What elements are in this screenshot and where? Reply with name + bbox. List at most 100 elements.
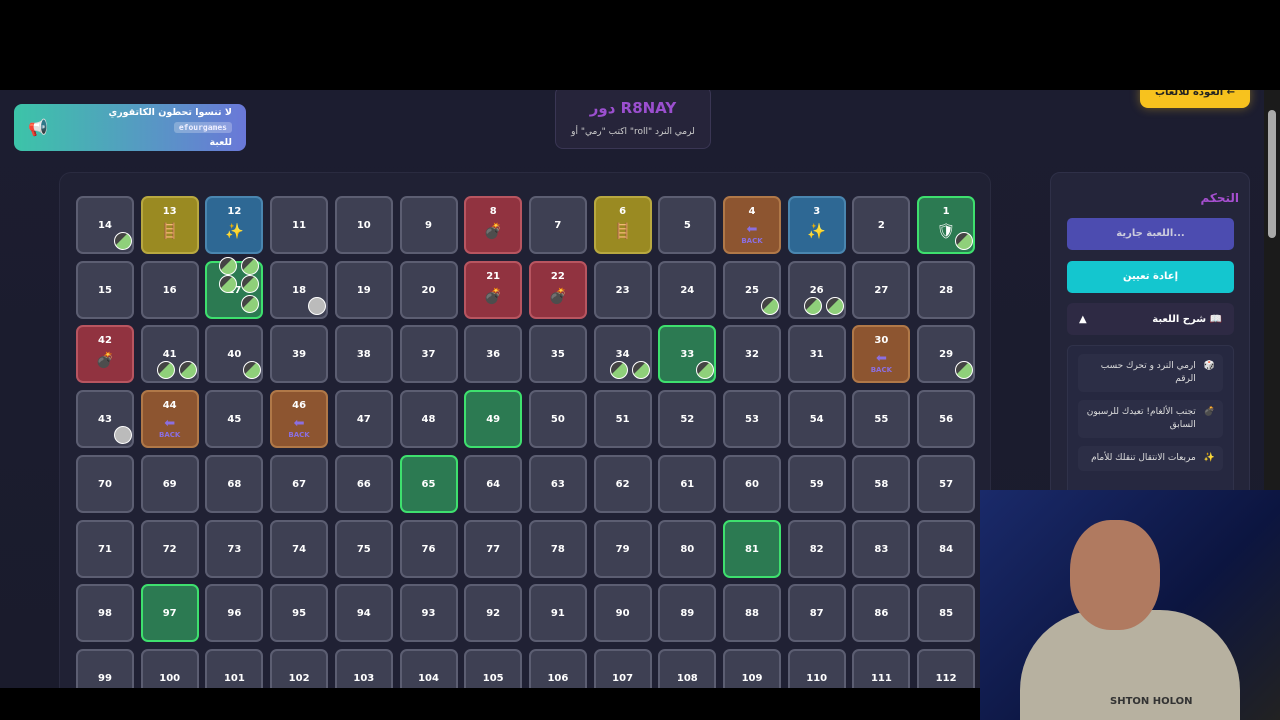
cell-number: 97 [162,608,177,620]
cell-number: 75 [356,543,371,555]
player-token[interactable] [825,296,844,315]
cell-number: 112 [935,672,957,684]
board-cell-1: 1 🛡 [917,196,976,254]
board-cell-7: 7 [528,196,587,254]
player-token[interactable] [696,361,715,380]
player-token[interactable] [241,294,260,313]
board-cell-10: 10 [334,196,393,254]
board-cell-15: 15 [76,260,134,319]
back-arrow-icon: ⬅ BACK [870,351,893,375]
cell-number: 44 [162,400,177,412]
sparkle-icon: ✨ [807,222,827,240]
cell-number: 80 [680,543,695,555]
cell-number: 94 [356,608,371,620]
category-notice: لا تنسوا تحطون الكاتقوري efourgames للعبة… [14,104,246,151]
board-cell-111: 111 [852,648,911,688]
cell-number: 23 [615,284,630,296]
scrollbar-thumb[interactable] [1268,110,1276,238]
player-token[interactable] [609,361,628,380]
cell-number: 27 [874,284,889,296]
cell-number: 5 [683,220,691,231]
player-token[interactable] [761,296,779,315]
player-token[interactable] [178,361,197,380]
board-cell-22: 22 💣 [528,260,587,319]
cell-number: 14 [98,220,112,231]
board-cell-83: 83 [852,519,911,578]
board-cell-6: 6 🪜 [593,196,652,254]
player-token[interactable] [219,256,238,275]
board-cell-61: 61 [658,454,717,513]
sparkle-icon: ✨ [1203,453,1215,463]
player-token[interactable] [803,296,822,315]
rules-toggle-label: 📖 شرح اللعبة [1152,313,1222,325]
cell-number: 72 [162,543,177,555]
board-cell-24: 24 [658,260,717,319]
cell-number: 28 [939,284,954,296]
notice-text2: للعبة [209,137,232,148]
back-to-games-button[interactable]: ← العودة للألعاب [1140,90,1250,108]
cell-number: 51 [615,414,630,426]
cell-number: 110 [806,672,828,684]
board-cell-106: 106 [528,648,587,688]
cell-number: 43 [98,414,112,426]
rules-toggle[interactable]: 📖 شرح اللعبة ▲ [1067,303,1234,335]
board-cell-77: 77 [464,519,523,578]
game-page: لا تنسوا تحطون الكاتقوري efourgames للعبة… [0,90,1280,688]
player-token[interactable] [308,296,327,315]
cell-number: 87 [809,608,824,620]
cell-number: 77 [486,543,501,555]
board-cell-16: 16 [140,260,199,319]
player-token[interactable] [955,361,974,380]
board-cell-105: 105 [464,648,523,688]
board-cell-32: 32 [723,325,781,384]
board-cell-48: 48 [399,390,458,449]
board-cell-73: 73 [205,519,264,578]
cell-number: 99 [98,672,112,684]
player-token[interactable] [156,361,175,380]
player-token[interactable] [955,232,974,250]
back-arrow-icon: ⬅ BACK [741,222,763,245]
board-cell-95: 95 [270,584,329,643]
cell-number: 24 [680,284,695,296]
board-cell-17: 17 [205,256,264,319]
cell-number: 4 [748,206,756,217]
board-cell-43: 43 [76,390,134,449]
board-cell-23: 23 [593,260,652,319]
player-token[interactable] [219,274,238,293]
player-token[interactable] [631,361,650,380]
board-cell-28: 28 [917,260,976,319]
cell-number: 54 [809,414,824,426]
cell-number: 47 [356,414,371,426]
cell-number: 82 [809,543,824,555]
turn-hint: اكتب "رمي" أو "roll" لرمي النرد [571,127,695,137]
player-token[interactable] [114,232,132,250]
bomb-icon: 💣 [1203,407,1215,417]
cell-number: 101 [223,672,245,684]
back-arrow-icon: ⬅ BACK [159,416,181,440]
cell-number: 32 [745,349,759,361]
board-cell-27: 27 [852,260,911,319]
game-status-button[interactable]: اللعبة جارية... [1067,218,1234,250]
cell-number: 85 [939,608,954,620]
board-cell-13: 13 🪜 [140,196,199,254]
reset-button[interactable]: إعادة تعيين [1067,261,1234,293]
board-cell-99: 99 [76,648,134,688]
streamer-head [1070,520,1160,630]
board-cell-81: 81 [723,519,781,578]
board-cell-85: 85 [917,584,976,643]
cell-number: 59 [809,478,824,490]
cell-number: 9 [425,220,432,231]
board-cell-18: 18 [270,260,329,319]
player-token[interactable] [114,426,132,445]
board-cell-25: 25 [723,260,781,319]
board-cell-54: 54 [787,390,846,449]
cell-number: 58 [874,478,889,490]
player-token[interactable] [241,256,260,275]
cell-number: 86 [874,608,889,620]
player-token[interactable] [243,361,262,380]
player-token[interactable] [241,274,260,293]
webcam-overlay: SHTON HOLON [980,490,1280,720]
board-cell-44: 44 ⬅ BACK [140,390,199,449]
board-cell-19: 19 [334,260,393,319]
board-cell-78: 78 [528,519,587,578]
